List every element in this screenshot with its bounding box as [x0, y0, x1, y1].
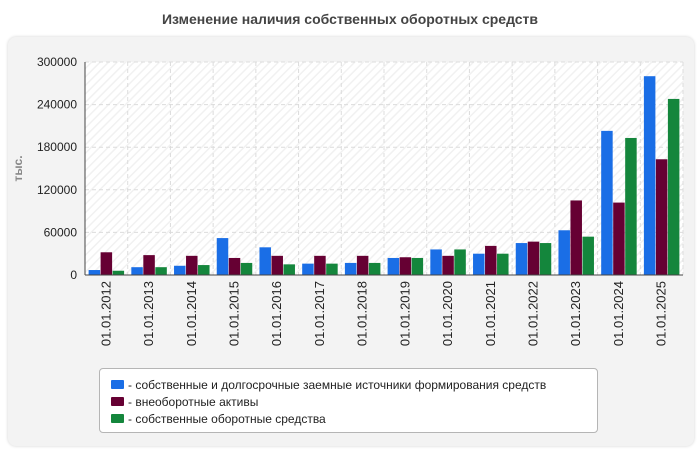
bar — [582, 236, 594, 275]
bar — [601, 130, 613, 275]
bar — [473, 253, 485, 275]
x-tick-label: 01.01.2020 — [440, 281, 455, 346]
x-tick-label: 01.01.2023 — [568, 281, 583, 346]
bar — [174, 265, 186, 275]
bar — [356, 255, 369, 275]
bar — [387, 257, 400, 275]
bar — [131, 267, 143, 275]
bar — [314, 255, 326, 275]
bar — [143, 255, 155, 275]
bar — [411, 257, 424, 275]
x-tick-label: 01.01.2015 — [227, 281, 242, 346]
bar — [515, 243, 528, 275]
y-axis-title: тыс. — [11, 155, 25, 181]
bar — [399, 257, 412, 275]
x-tick-label: 01.01.2018 — [355, 281, 370, 346]
y-tick-label: 120000 — [37, 183, 77, 197]
y-tick-label: 60000 — [44, 225, 78, 239]
bar — [625, 137, 637, 275]
x-tick-label: 01.01.2022 — [526, 281, 541, 346]
bar — [88, 270, 101, 275]
legend-item: - собственные оборотные средства — [100, 410, 597, 427]
bar — [198, 265, 210, 275]
x-tick-label: 01.01.2025 — [654, 281, 669, 346]
legend-swatch — [111, 380, 124, 389]
bar — [485, 245, 497, 275]
bar — [302, 263, 314, 275]
chart-title: Изменение наличия собственных оборотных … — [161, 11, 539, 27]
bar — [539, 243, 552, 275]
legend-label: - собственные оборотные средства — [128, 411, 326, 426]
bar — [667, 98, 680, 275]
x-tick-label: 01.01.2014 — [184, 281, 199, 346]
bar — [613, 202, 625, 275]
bar — [186, 255, 198, 275]
legend-swatch — [111, 397, 124, 406]
bar — [643, 76, 656, 275]
bar — [454, 249, 466, 275]
y-tick-label: 180000 — [37, 140, 77, 154]
x-tick-label: 01.01.2021 — [483, 281, 498, 346]
legend-item: - собственные и долгосрочные заемные ист… — [100, 376, 597, 393]
y-tick-label: 240000 — [37, 98, 77, 112]
bar — [271, 255, 283, 275]
legend-swatch — [111, 414, 124, 423]
bar — [430, 249, 442, 275]
bar — [283, 264, 295, 275]
bar — [344, 262, 357, 275]
x-tick-label: 01.01.2017 — [312, 281, 327, 346]
y-tick-label: 0 — [70, 268, 77, 282]
legend-label: - внеоборотные активы — [128, 394, 259, 409]
bar — [570, 200, 582, 275]
bar — [368, 262, 381, 275]
bar — [216, 238, 229, 275]
bar — [326, 263, 338, 275]
bar — [655, 159, 668, 275]
bar — [155, 267, 167, 275]
bar — [112, 270, 125, 275]
bar — [240, 262, 253, 275]
bar — [259, 247, 271, 275]
legend-item: - внеоборотные активы — [100, 393, 597, 410]
bar — [497, 253, 509, 275]
bar — [442, 255, 454, 275]
x-tick-label: 01.01.2012 — [98, 281, 113, 346]
legend-label: - собственные и долгосрочные заемные ист… — [128, 377, 547, 392]
bar — [100, 252, 113, 275]
chart-legend: - собственные и долгосрочные заемные ист… — [99, 368, 598, 433]
bar — [558, 230, 570, 275]
x-tick-label: 01.01.2013 — [141, 281, 156, 346]
x-tick-label: 01.01.2016 — [269, 281, 284, 346]
x-tick-label: 01.01.2019 — [397, 281, 412, 346]
y-tick-label: 300000 — [37, 55, 77, 69]
x-tick-label: 01.01.2024 — [611, 281, 626, 346]
bar — [527, 241, 540, 275]
bar — [228, 257, 241, 275]
